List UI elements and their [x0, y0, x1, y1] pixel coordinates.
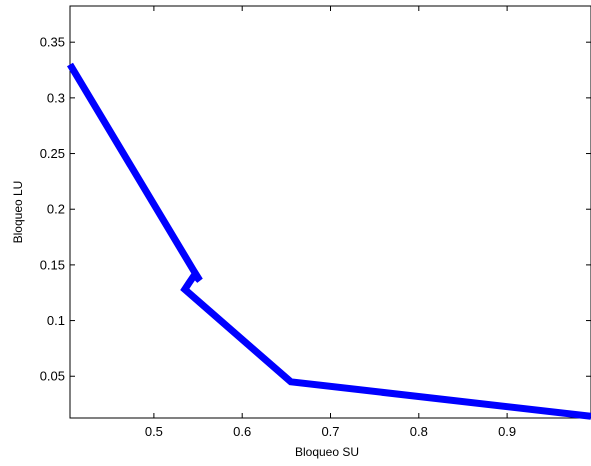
y-tick-label: 0.1	[47, 313, 65, 328]
y-axis-ticks: 0.05 0.1 0.15 0.2 0.25 0.3 0.35	[40, 35, 591, 384]
y-tick-label: 0.3	[47, 90, 65, 105]
x-tick-label: 0.5	[145, 424, 163, 439]
x-axis-label: Bloqueo SU	[295, 445, 359, 459]
y-tick-label: 0.35	[40, 35, 65, 50]
x-tick-label: 0.9	[498, 424, 516, 439]
x-tick-label: 0.8	[410, 424, 428, 439]
series-line-0	[66, 62, 591, 420]
y-tick-label: 0.15	[40, 257, 65, 272]
y-axis-label: Bloqueo LU	[11, 181, 25, 244]
series-layer	[66, 62, 591, 420]
y-tick-label: 0.05	[40, 369, 65, 384]
y-tick-label: 0.25	[40, 146, 65, 161]
x-tick-label: 0.6	[233, 424, 251, 439]
x-axis-ticks: 0.5 0.6 0.7 0.8 0.9	[145, 6, 516, 439]
plot-area	[69, 5, 591, 419]
y-tick-label: 0.2	[47, 202, 65, 217]
x-tick-label: 0.7	[321, 424, 339, 439]
